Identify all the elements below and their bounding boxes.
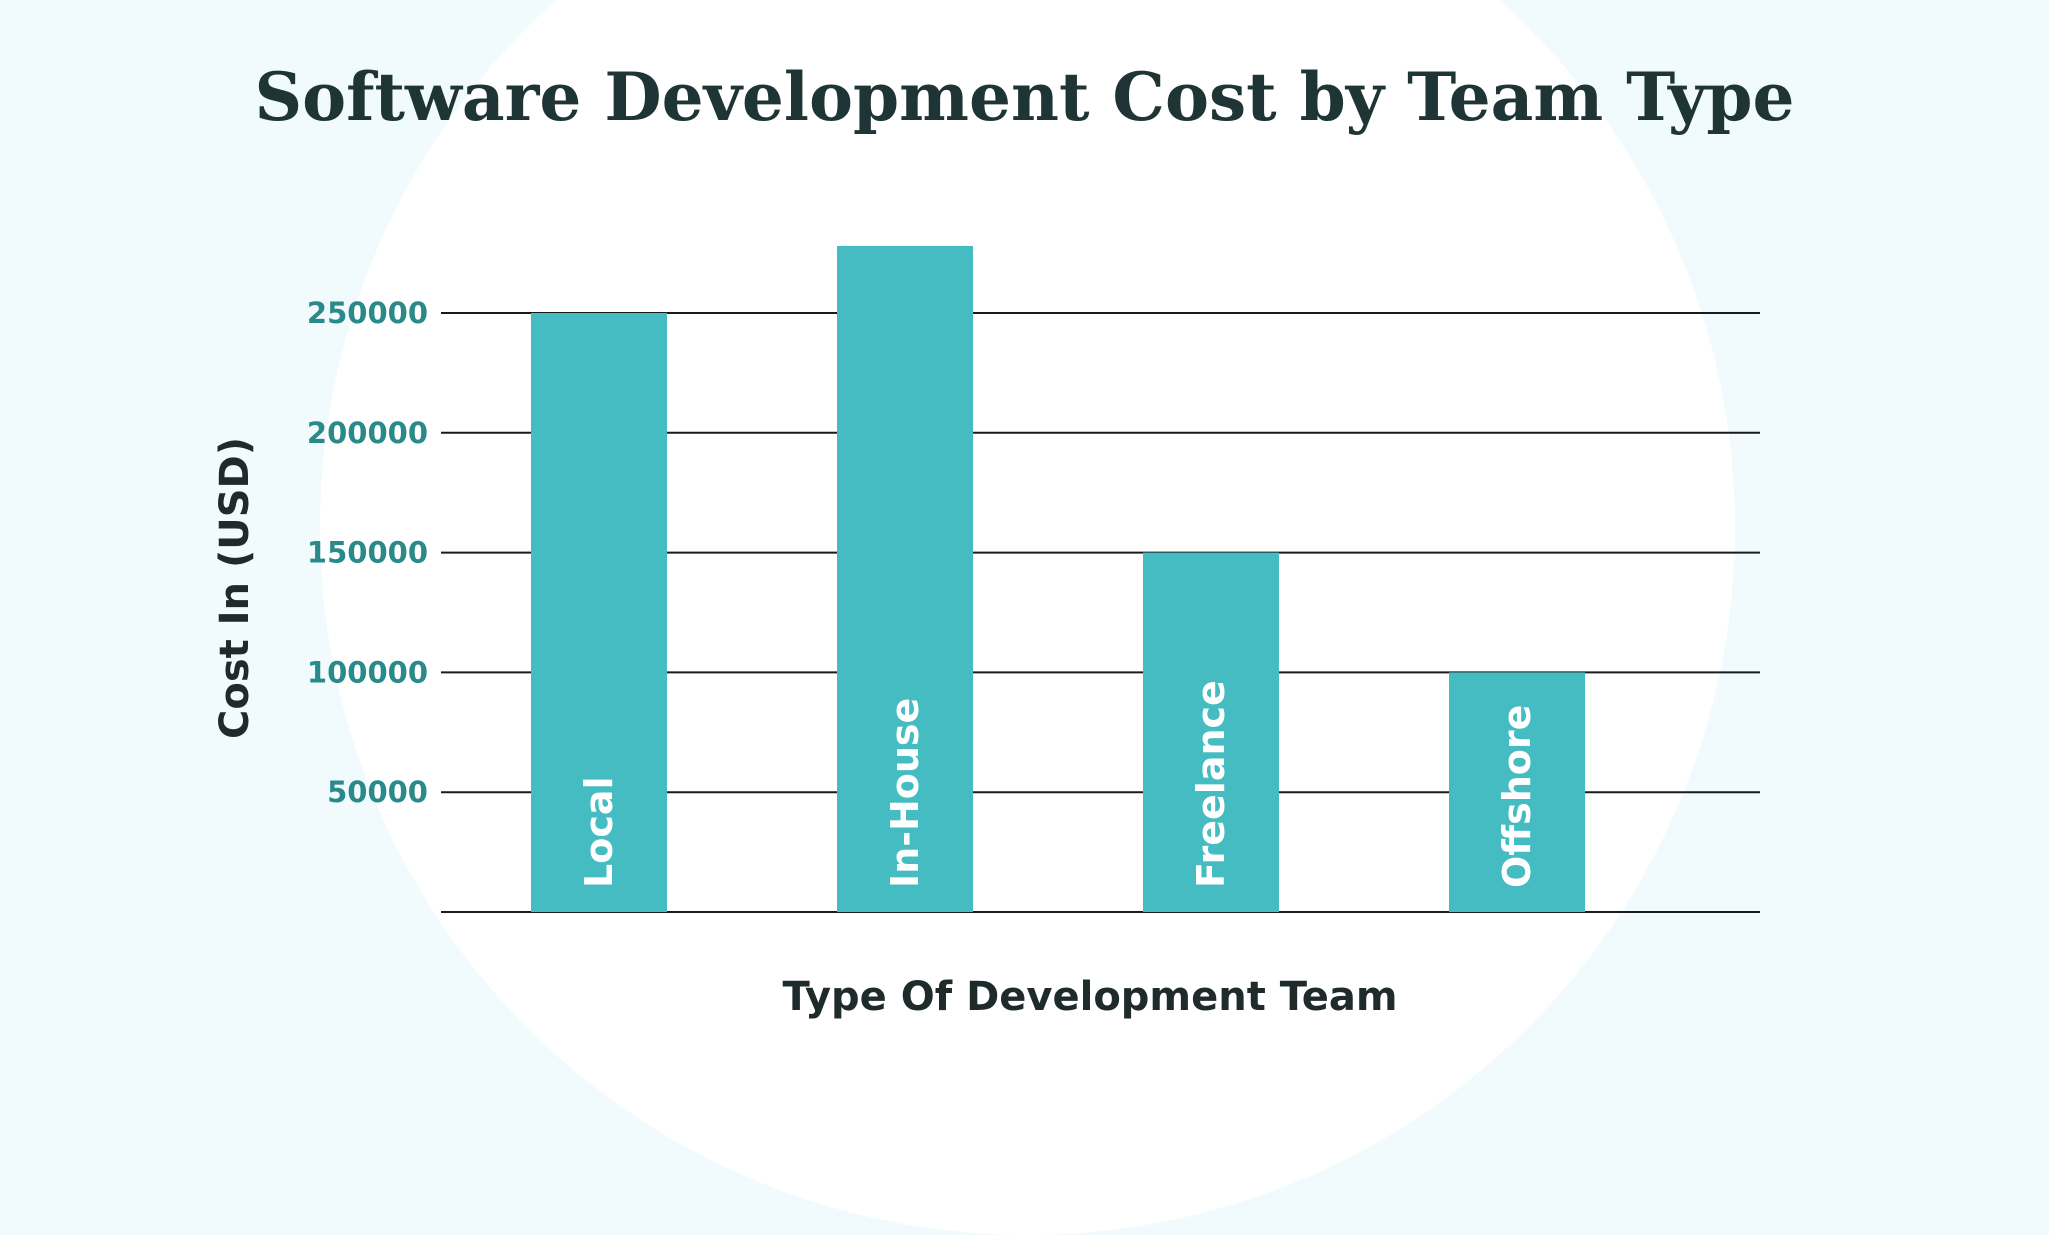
bar-category-label: In-House bbox=[883, 698, 927, 888]
bar-category-label: Offshore bbox=[1495, 705, 1539, 888]
bar bbox=[531, 313, 667, 912]
bar-category-labels: Local In-House Freelance Offshore bbox=[577, 680, 1539, 888]
y-tick-label: 50000 bbox=[327, 775, 428, 809]
bar-category-label: Freelance bbox=[1189, 680, 1233, 888]
y-tick-label: 200000 bbox=[307, 416, 428, 450]
chart-title: Software Development Cost by Team Type bbox=[254, 58, 1795, 136]
bar-chart: 50000 100000 150000 200000 250000 Local In-Ho… bbox=[212, 245, 1760, 1020]
x-axis-title: Type Of Development Team bbox=[782, 974, 1397, 1020]
y-tick-label: 100000 bbox=[307, 655, 428, 689]
y-tick-labels: 50000 100000 150000 200000 250000 bbox=[307, 296, 428, 809]
bar-category-label: Local bbox=[577, 776, 621, 888]
bar bbox=[1143, 552, 1279, 912]
bar bbox=[1449, 672, 1585, 912]
y-axis-title: Cost In (USD) bbox=[212, 437, 258, 739]
bars bbox=[531, 245, 1585, 913]
y-tick-label: 150000 bbox=[307, 536, 428, 570]
bar bbox=[837, 245, 973, 913]
y-tick-label: 250000 bbox=[307, 296, 428, 330]
